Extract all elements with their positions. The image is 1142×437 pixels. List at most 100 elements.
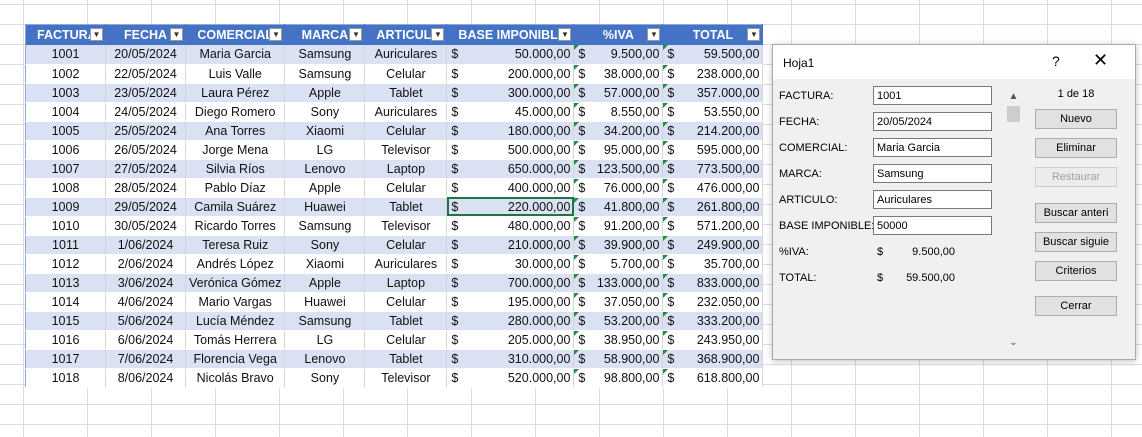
filter-dropdown-icon[interactable]: ▼ [747, 28, 761, 41]
articulo-cell[interactable]: Tablet [364, 83, 448, 103]
chevron-down-icon[interactable]: ⌄ [1009, 337, 1018, 348]
iva-cell[interactable]: $98.800,00 [573, 368, 664, 388]
total-cell[interactable]: $238.000,00 [662, 64, 764, 84]
base-imponible-cell[interactable]: $50.000,00 [446, 45, 575, 65]
articulo-cell[interactable]: Auriculares [364, 254, 448, 274]
comercial-cell[interactable]: Tomás Herrera [185, 330, 286, 350]
marca-cell[interactable]: Samsung [284, 311, 366, 331]
column-header[interactable]: TOTAL ▼ [662, 24, 764, 45]
marca-cell[interactable]: Samsung [284, 216, 366, 236]
base-imponible-cell[interactable]: $310.000,00 [446, 349, 575, 369]
fecha-cell[interactable]: 26/05/2024 [105, 140, 186, 160]
marca-cell[interactable]: Sony [284, 235, 366, 255]
base-imponible-cell[interactable]: $300.000,00 [446, 83, 575, 103]
help-button[interactable]: ? [1052, 53, 1060, 69]
iva-cell[interactable]: $91.200,00 [573, 216, 664, 236]
marca-field[interactable] [873, 164, 992, 183]
fecha-cell[interactable]: 8/06/2024 [105, 368, 186, 388]
fecha-cell[interactable]: 3/06/2024 [105, 273, 186, 293]
articulo-cell[interactable]: Televisor [364, 368, 448, 388]
fecha-cell[interactable]: 29/05/2024 [105, 197, 186, 217]
marca-cell[interactable]: LG [284, 140, 366, 160]
fecha-field[interactable] [873, 112, 992, 131]
total-cell[interactable]: $232.050,00 [662, 292, 764, 312]
iva-cell[interactable]: $34.200,00 [573, 121, 664, 141]
fecha-cell[interactable]: 28/05/2024 [105, 178, 186, 198]
marca-cell[interactable]: Samsung [284, 45, 366, 65]
total-cell[interactable]: $261.800,00 [662, 197, 764, 217]
marca-cell[interactable]: Lenovo [284, 349, 366, 369]
base-imponible-cell[interactable]: $650.000,00 [446, 159, 575, 179]
column-header[interactable]: FECHA ▼ [105, 24, 186, 45]
column-header[interactable]: ARTICULO ▼ [364, 24, 448, 45]
total-cell[interactable]: $618.800,00 [662, 368, 764, 388]
articulo-cell[interactable]: Auriculares [364, 45, 448, 65]
column-header[interactable]: %IVA ▼ [573, 24, 664, 45]
fecha-cell[interactable]: 7/06/2024 [105, 349, 186, 369]
iva-cell[interactable]: $95.000,00 [573, 140, 664, 160]
total-cell[interactable]: $571.200,00 [662, 216, 764, 236]
filter-dropdown-icon[interactable]: ▼ [558, 28, 572, 41]
factura-cell[interactable]: 1014 [25, 292, 106, 312]
fecha-cell[interactable]: 30/05/2024 [105, 216, 186, 236]
factura-cell[interactable]: 1011 [25, 235, 106, 255]
close-icon[interactable]: ✕ [1093, 50, 1109, 70]
iva-cell[interactable]: $133.000,00 [573, 273, 664, 293]
iva-cell[interactable]: $9.500,00 [573, 45, 664, 65]
articulo-cell[interactable]: Tablet [364, 349, 448, 369]
factura-cell[interactable]: 1017 [25, 349, 106, 369]
total-cell[interactable]: $476.000,00 [662, 178, 764, 198]
marca-cell[interactable]: Sony [284, 102, 366, 122]
fecha-cell[interactable]: 6/06/2024 [105, 330, 186, 350]
base-imponible-cell[interactable]: $280.000,00 [446, 311, 575, 331]
articulo-cell[interactable]: Laptop [364, 273, 448, 293]
filter-dropdown-icon[interactable]: ▼ [269, 28, 283, 41]
comercial-cell[interactable]: Lucía Méndez [185, 311, 286, 331]
scrollbar-thumb[interactable] [1007, 106, 1020, 122]
total-cell[interactable]: $249.900,00 [662, 235, 764, 255]
total-cell[interactable]: $833.000,00 [662, 273, 764, 293]
base-imponible-cell[interactable]: $45.000,00 [446, 102, 575, 122]
fecha-cell[interactable]: 22/05/2024 [105, 64, 186, 84]
base-imponible-cell[interactable]: $210.000,00 [446, 235, 575, 255]
fecha-cell[interactable]: 2/06/2024 [105, 254, 186, 274]
comercial-cell[interactable]: Verónica Gómez [185, 273, 286, 293]
filter-dropdown-icon[interactable]: ▼ [349, 28, 363, 41]
comercial-cell[interactable]: Mario Vargas [185, 292, 286, 312]
factura-cell[interactable]: 1016 [25, 330, 106, 350]
column-header[interactable]: BASE IMPONIBLE ▼ [446, 24, 575, 45]
total-cell[interactable]: $53.550,00 [662, 102, 764, 122]
fecha-cell[interactable]: 4/06/2024 [105, 292, 186, 312]
nuevo-button[interactable]: Nuevo [1035, 109, 1117, 129]
filter-dropdown-icon[interactable]: ▼ [90, 28, 103, 41]
factura-cell[interactable]: 1013 [25, 273, 106, 293]
base-imponible-cell[interactable]: $520.000,00 [446, 368, 575, 388]
factura-cell[interactable]: 1010 [25, 216, 106, 236]
base-imponible-cell[interactable]: $400.000,00 [446, 178, 575, 198]
fecha-cell[interactable]: 20/05/2024 [105, 45, 186, 65]
factura-cell[interactable]: 1004 [25, 102, 106, 122]
marca-cell[interactable]: LG [284, 330, 366, 350]
column-header[interactable]: FACTURA ▼ [25, 24, 106, 45]
factura-cell[interactable]: 1005 [25, 121, 106, 141]
marca-cell[interactable]: Apple [284, 178, 366, 198]
articulo-cell[interactable]: Celular [364, 235, 448, 255]
iva-cell[interactable]: $76.000,00 [573, 178, 664, 198]
comercial-cell[interactable]: Luis Valle [185, 64, 286, 84]
base-imponible-cell[interactable]: $180.000,00 [446, 121, 575, 141]
marca-cell[interactable]: Xiaomi [284, 254, 366, 274]
base-imponible-cell[interactable]: $205.000,00 [446, 330, 575, 350]
fecha-cell[interactable]: 27/05/2024 [105, 159, 186, 179]
fecha-cell[interactable]: 5/06/2024 [105, 311, 186, 331]
marca-cell[interactable]: Sony [284, 368, 366, 388]
base-imponible-field[interactable] [873, 216, 992, 235]
iva-cell[interactable]: $57.000,00 [573, 83, 664, 103]
factura-cell[interactable]: 1015 [25, 311, 106, 331]
comercial-cell[interactable]: Ricardo Torres [185, 216, 286, 236]
articulo-field[interactable] [873, 190, 992, 209]
marca-cell[interactable]: Apple [284, 273, 366, 293]
comercial-cell[interactable]: Jorge Mena [185, 140, 286, 160]
record-scrollbar[interactable]: ▲ ⌄ [1006, 91, 1021, 353]
iva-cell[interactable]: $38.000,00 [573, 64, 664, 84]
total-cell[interactable]: $214.200,00 [662, 121, 764, 141]
